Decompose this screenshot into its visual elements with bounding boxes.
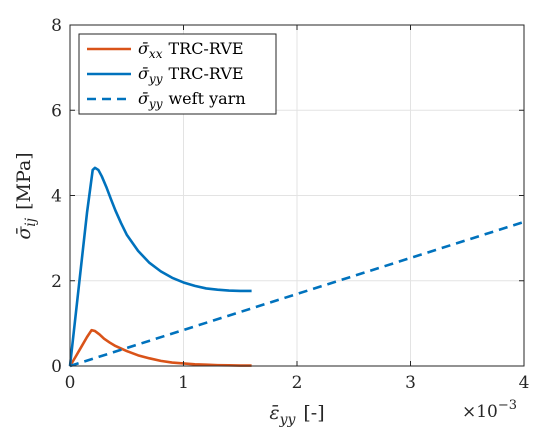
y-tick-label: 0 (51, 357, 62, 377)
y-tick-label: 2 (51, 272, 62, 292)
legend-entry-3: σ̄yy weft yarn (138, 89, 246, 111)
ticks: 0 1 2 3 4 0 2 4 6 8 (51, 16, 529, 393)
x-tick-label: 4 (519, 373, 530, 393)
y-tick-label: 6 (51, 101, 62, 121)
x-tick-label: 3 (405, 373, 416, 393)
x-tick-label: 2 (292, 373, 303, 393)
series-line-3 (69, 220, 525, 368)
y-tick-label: 4 (51, 187, 62, 207)
x-exponent-label: ×10−3 (462, 398, 517, 422)
x-axis-label: ε̄yy [-] (269, 402, 324, 428)
legend: σ̄xx TRC-RVE σ̄yy TRC-RVE σ̄yy weft yarn (78, 33, 277, 115)
y-axis-label: σ̄ij[MPa] (13, 152, 39, 239)
series-line-1 (68, 328, 252, 367)
x-tick-label: 1 (178, 373, 189, 393)
legend-entry-2: σ̄yy TRC-RVE (138, 64, 244, 86)
y-tick-label: 8 (51, 16, 62, 36)
series-group (68, 166, 525, 368)
legend-entry-1: σ̄xx TRC-RVE (138, 39, 244, 61)
series-line-2 (68, 166, 252, 367)
x-tick-label: 0 (65, 373, 76, 393)
